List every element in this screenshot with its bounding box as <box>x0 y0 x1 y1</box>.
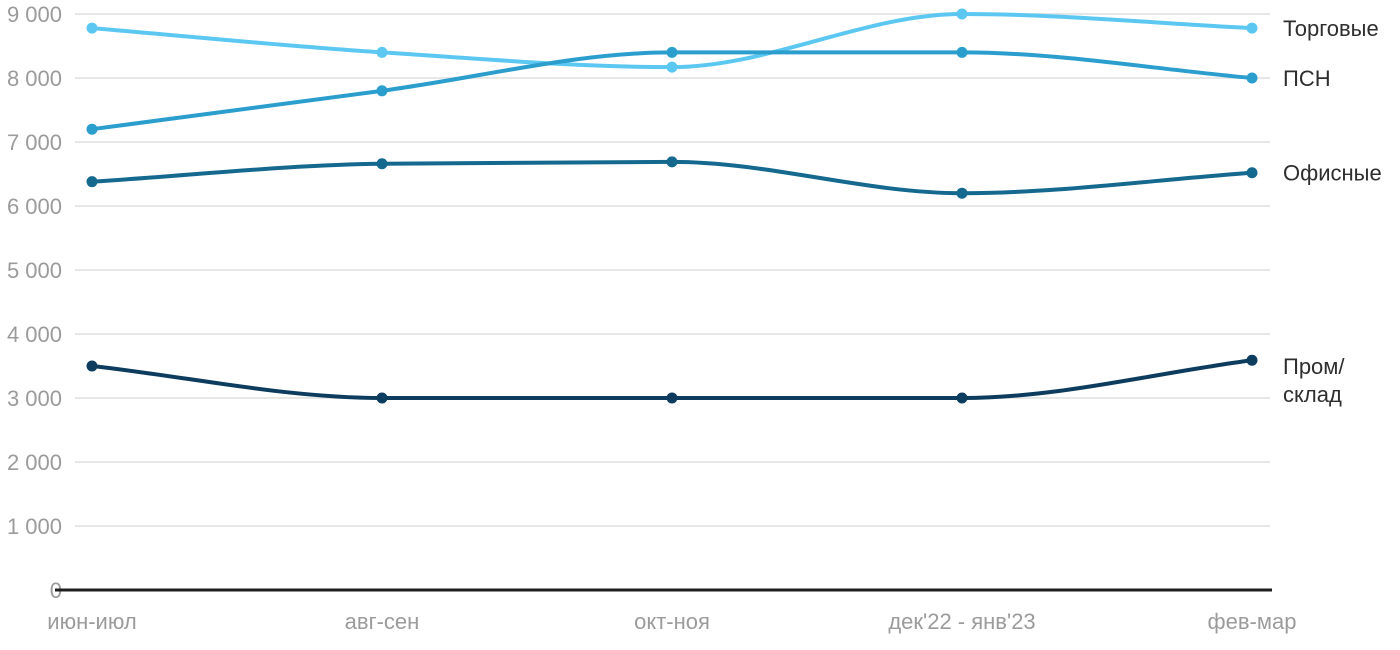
x-axis-category-label: июн-июл <box>47 609 136 634</box>
series-end-label-2: Офисные <box>1283 161 1382 186</box>
data-point <box>1246 22 1258 34</box>
data-point <box>376 392 388 404</box>
series-line-3 <box>90 358 1254 401</box>
data-point <box>1246 354 1258 366</box>
series-end-label-3: Пром/ <box>1283 354 1345 379</box>
y-axis-tick-label: 5 000 <box>7 258 62 283</box>
data-point <box>956 46 968 58</box>
x-axis-category-label: дек'22 - янв'23 <box>888 609 1035 634</box>
data-point <box>666 156 678 168</box>
series-end-label-1: ПСН <box>1283 66 1331 91</box>
data-point <box>956 8 968 20</box>
data-point <box>956 187 968 199</box>
series-end-label-0: Торговые <box>1283 16 1379 41</box>
data-point <box>86 123 98 135</box>
data-point <box>376 85 388 97</box>
y-axis-tick-label: 2 000 <box>7 450 62 475</box>
y-axis-tick-label: 1 000 <box>7 514 62 539</box>
data-point <box>376 158 388 170</box>
y-axis-tick-label: 9 000 <box>7 2 62 27</box>
y-axis-tick-label: 3 000 <box>7 386 62 411</box>
data-point <box>666 46 678 58</box>
x-axis-category-label: фев-мар <box>1208 609 1297 634</box>
data-point <box>86 22 98 34</box>
y-axis-tick-label: 8 000 <box>7 66 62 91</box>
x-axis-category-label: окт-ноя <box>634 609 710 634</box>
data-point <box>1246 72 1258 84</box>
data-point <box>376 46 388 58</box>
y-axis-tick-label: 7 000 <box>7 130 62 155</box>
data-point <box>86 360 98 372</box>
data-point <box>956 392 968 404</box>
data-point <box>1246 167 1258 179</box>
data-point <box>666 61 678 73</box>
y-axis-tick-label: 4 000 <box>7 322 62 347</box>
data-point <box>666 392 678 404</box>
data-point <box>86 176 98 188</box>
series-end-label-3: склад <box>1283 382 1342 407</box>
x-axis-category-label: авг-сен <box>345 609 420 634</box>
y-axis-tick-label: 6 000 <box>7 194 62 219</box>
